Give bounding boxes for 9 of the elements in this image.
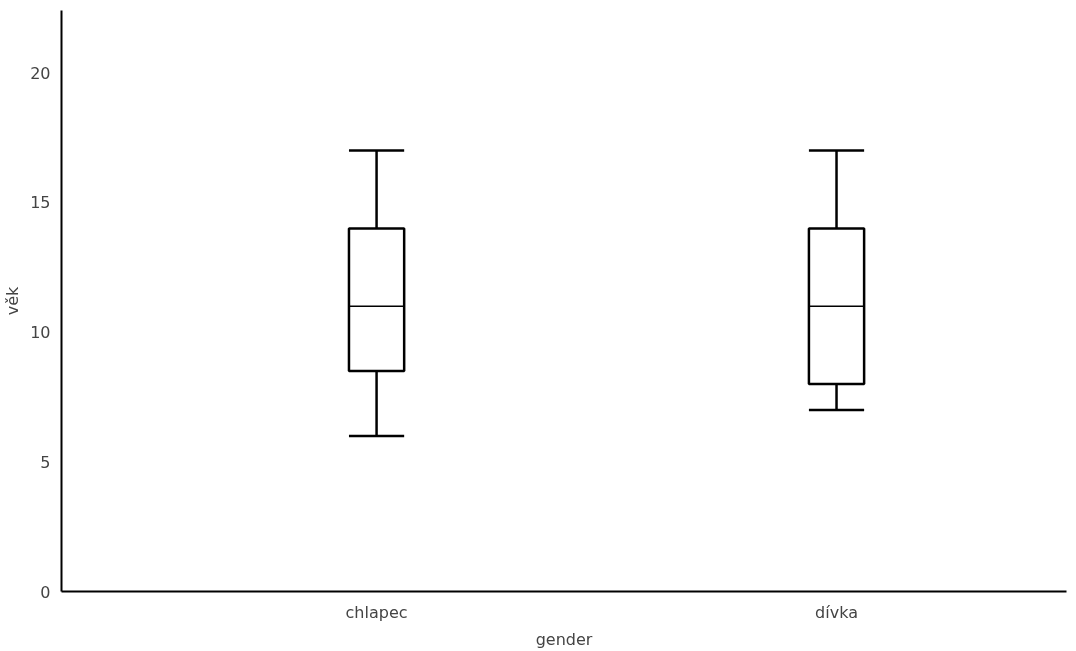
y-tick-label: 15 [30,193,51,213]
x-tick-label: chlapec [345,602,408,622]
x-axis-title: gender [535,629,593,649]
y-tick-label: 20 [30,63,51,83]
y-tick-label: 0 [40,582,51,602]
y-tick-label: 10 [30,323,51,343]
y-tick-label: 5 [40,452,51,472]
x-tick-label: dívka [815,602,858,622]
y-axis-title: věk [3,285,23,316]
